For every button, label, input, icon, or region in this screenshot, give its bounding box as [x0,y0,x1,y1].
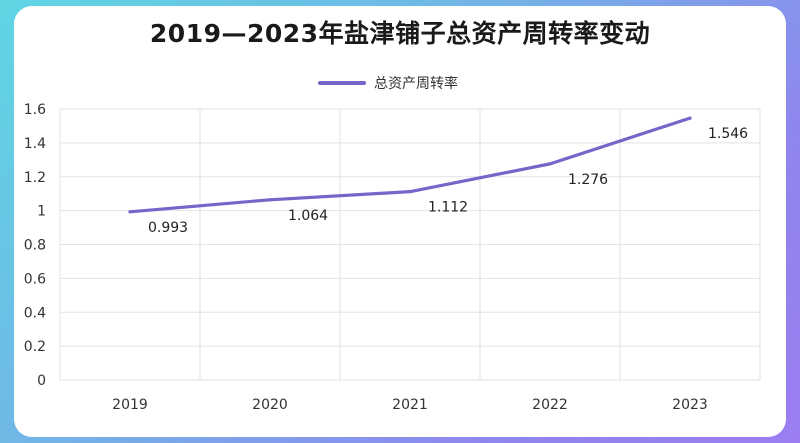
legend: 总资产周转率 [318,73,458,93]
y-tick-label: 1.6 [24,102,46,118]
y-tick-label: 0.4 [24,305,46,321]
chart-title: 2019—2023年盐津铺子总资产周转率变动 [149,19,651,48]
data-point [128,210,132,214]
x-tick-label: 2020 [252,397,288,413]
y-tick-label: 1 [37,204,46,220]
x-tick-label: 2019 [112,397,148,413]
y-tick-label: 0.6 [24,271,46,287]
legend-line-swatch [318,81,366,85]
y-tick-label: 1.4 [24,136,46,152]
data-label: 1.276 [568,172,608,188]
y-tick-label: 0.8 [24,238,46,254]
x-tick-label: 2023 [672,397,708,413]
data-point [268,198,272,202]
y-tick-label: 0 [37,373,46,389]
legend-label: 总资产周转率 [374,76,458,92]
y-tick-label: 0.2 [24,339,46,355]
x-tick-label: 2021 [392,397,428,413]
data-point [548,162,552,166]
data-label: 1.112 [428,200,468,216]
y-tick-label: 1.2 [24,170,46,186]
x-tick-label: 2022 [532,397,568,413]
data-point [688,116,692,120]
data-label: 1.546 [708,126,748,142]
data-label: 0.993 [148,220,188,236]
series-line [128,116,692,214]
chart-card [14,6,786,437]
data-point [408,190,412,194]
data-label: 1.064 [288,208,328,224]
